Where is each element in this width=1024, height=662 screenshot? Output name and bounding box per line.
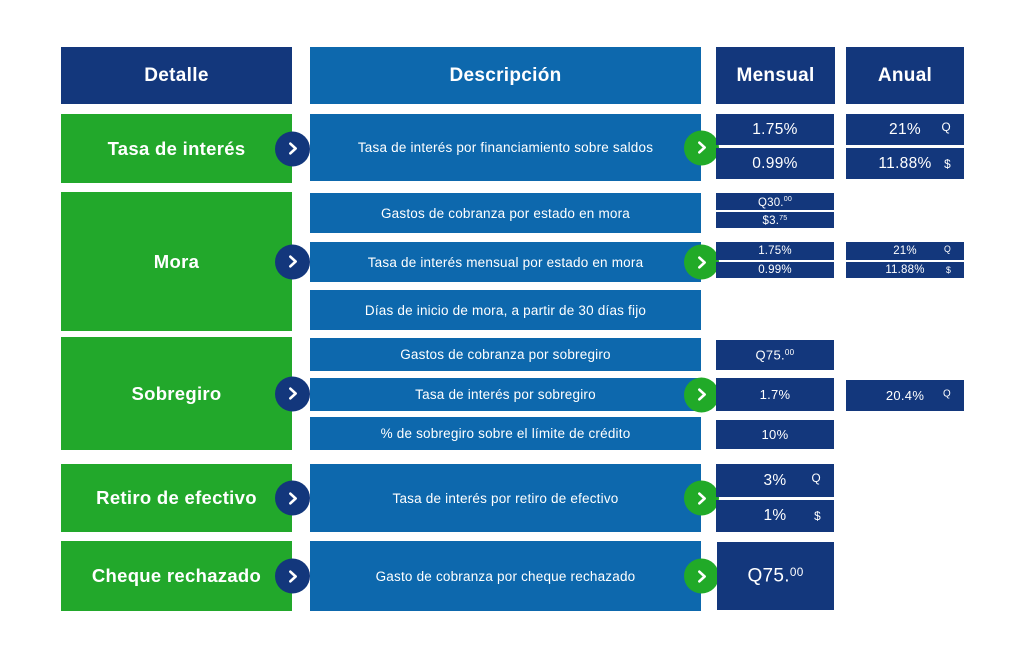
anual-value-cell: 21% Q: [846, 242, 964, 260]
mensual-value-cell: 10%: [716, 420, 834, 449]
detail-cell-cheque-rechazado: Cheque rechazado: [61, 541, 310, 611]
currency-letter: $: [945, 265, 951, 276]
mensual-value-cell: Q75.00: [716, 340, 834, 370]
description-text: Tasa de interés por retiro de efectivo: [392, 490, 619, 506]
mensual-value-cell: 3% Q: [716, 464, 834, 497]
description-text: Tasa de interés por sobregiro: [415, 387, 596, 402]
chevron-right-icon: [275, 244, 310, 279]
mensual-value: 1.75%: [758, 245, 792, 257]
mensual-value-cell: Q30.00: [716, 193, 834, 210]
chevron-right-icon: [275, 480, 310, 516]
detail-cell-tasa-de-interes: Tasa de interés: [61, 114, 310, 183]
mensual-value: Q75.00: [755, 347, 795, 363]
description-text: Gastos de cobranza por sobregiro: [400, 347, 611, 362]
anual-value: 20.4%: [885, 388, 925, 403]
anual-value-cell: 11.88% $: [846, 148, 964, 179]
chevron-right-icon: [684, 130, 719, 165]
anual-value-cell: 11.88% $: [846, 262, 964, 278]
detail-label: Mora: [153, 250, 200, 272]
description-cell: Tasa de interés por financiamiento sobre…: [310, 114, 719, 181]
mensual-value: 0.99%: [758, 264, 792, 276]
currency-letter: $: [814, 509, 821, 523]
mensual-value: 10%: [761, 427, 789, 442]
anual-value: 11.88%: [878, 154, 932, 172]
description-text: Días de inicio de mora, a partir de 30 d…: [364, 302, 647, 318]
detail-label: Tasa de interés: [107, 137, 246, 159]
chevron-right-icon: [275, 376, 310, 411]
detail-label: Sobregiro: [131, 382, 222, 404]
description-cell: Gastos de cobranza por sobregiro: [310, 338, 701, 371]
detail-label: Cheque rechazado: [91, 565, 262, 586]
mensual-value: 1.7%: [759, 387, 791, 402]
column-header-label: Mensual: [736, 64, 815, 86]
description-text: Tasa de interés mensual por estado en mo…: [367, 254, 644, 270]
mensual-value-cell: 1.75%: [716, 114, 834, 145]
anual-value: 21%: [889, 120, 921, 138]
mensual-value: Q75.00: [747, 565, 804, 587]
description-text: Gasto de cobranza por cheque rechazado: [375, 568, 636, 584]
chevron-right-icon: [684, 480, 719, 516]
description-cell: Tasa de interés por sobregiro: [310, 377, 719, 412]
column-header-label: Detalle: [144, 64, 209, 86]
mensual-value-cell: 1.7%: [716, 378, 834, 411]
description-cell: Tasa de interés por retiro de efectivo: [310, 464, 719, 532]
mensual-value-cell: 0.99%: [716, 262, 834, 278]
mensual-value: $3.75: [762, 213, 788, 227]
column-header-label: Descripción: [449, 64, 562, 86]
chevron-right-icon: [684, 377, 719, 412]
currency-letter: Q: [941, 120, 951, 134]
mensual-value-cell: $3.75: [716, 212, 834, 228]
description-cell: % de sobregiro sobre el límite de crédit…: [310, 417, 701, 450]
description-cell: Días de inicio de mora, a partir de 30 d…: [310, 290, 701, 330]
chevron-right-icon: [684, 244, 719, 280]
mensual-value: 1.75%: [752, 120, 798, 138]
currency-letter: Q: [944, 244, 951, 254]
mensual-value-cell: 1% $: [716, 500, 834, 532]
detail-label: Retiro de efectivo: [96, 487, 257, 508]
description-text: % de sobregiro sobre el límite de crédit…: [380, 426, 631, 441]
currency-letter: Q: [943, 387, 951, 399]
column-header-label: Anual: [877, 64, 933, 86]
anual-value-cell: 20.4% Q: [846, 380, 964, 411]
column-header-mensual: Mensual: [716, 47, 835, 104]
chevron-right-icon: [684, 558, 719, 594]
detail-cell-retiro-de-efectivo: Retiro de efectivo: [61, 464, 310, 532]
mensual-value: 1%: [763, 507, 787, 524]
description-text: Gastos de cobranza por estado en mora: [380, 205, 631, 221]
column-header-detalle: Detalle: [61, 47, 292, 104]
chevron-right-icon: [275, 558, 310, 594]
column-header-descripcion: Descripción: [310, 47, 701, 104]
anual-value: 21%: [893, 245, 917, 257]
mensual-value: 3%: [763, 471, 787, 489]
mensual-value: 0.99%: [752, 154, 798, 172]
column-header-anual: Anual: [846, 47, 964, 104]
description-text: Tasa de interés por financiamiento sobre…: [357, 140, 654, 155]
mensual-value: Q30.00: [757, 195, 793, 209]
description-cell: Gasto de cobranza por cheque rechazado: [310, 541, 719, 611]
mensual-value-cell: Q75.00: [717, 542, 834, 610]
anual-value: 11.88%: [885, 264, 925, 276]
detail-cell-sobregiro: Sobregiro: [61, 337, 310, 450]
mensual-value-cell: 1.75%: [716, 242, 834, 260]
mensual-value-cell: 0.99%: [716, 148, 834, 179]
currency-letter: Q: [811, 471, 821, 485]
detail-cell-mora: Mora: [61, 192, 310, 331]
description-cell: Tasa de interés mensual por estado en mo…: [310, 242, 719, 282]
anual-value-cell: 21% Q: [846, 114, 964, 145]
description-cell: Gastos de cobranza por estado en mora: [310, 193, 701, 233]
currency-letter: $: [944, 157, 951, 171]
chevron-right-icon: [275, 131, 310, 166]
